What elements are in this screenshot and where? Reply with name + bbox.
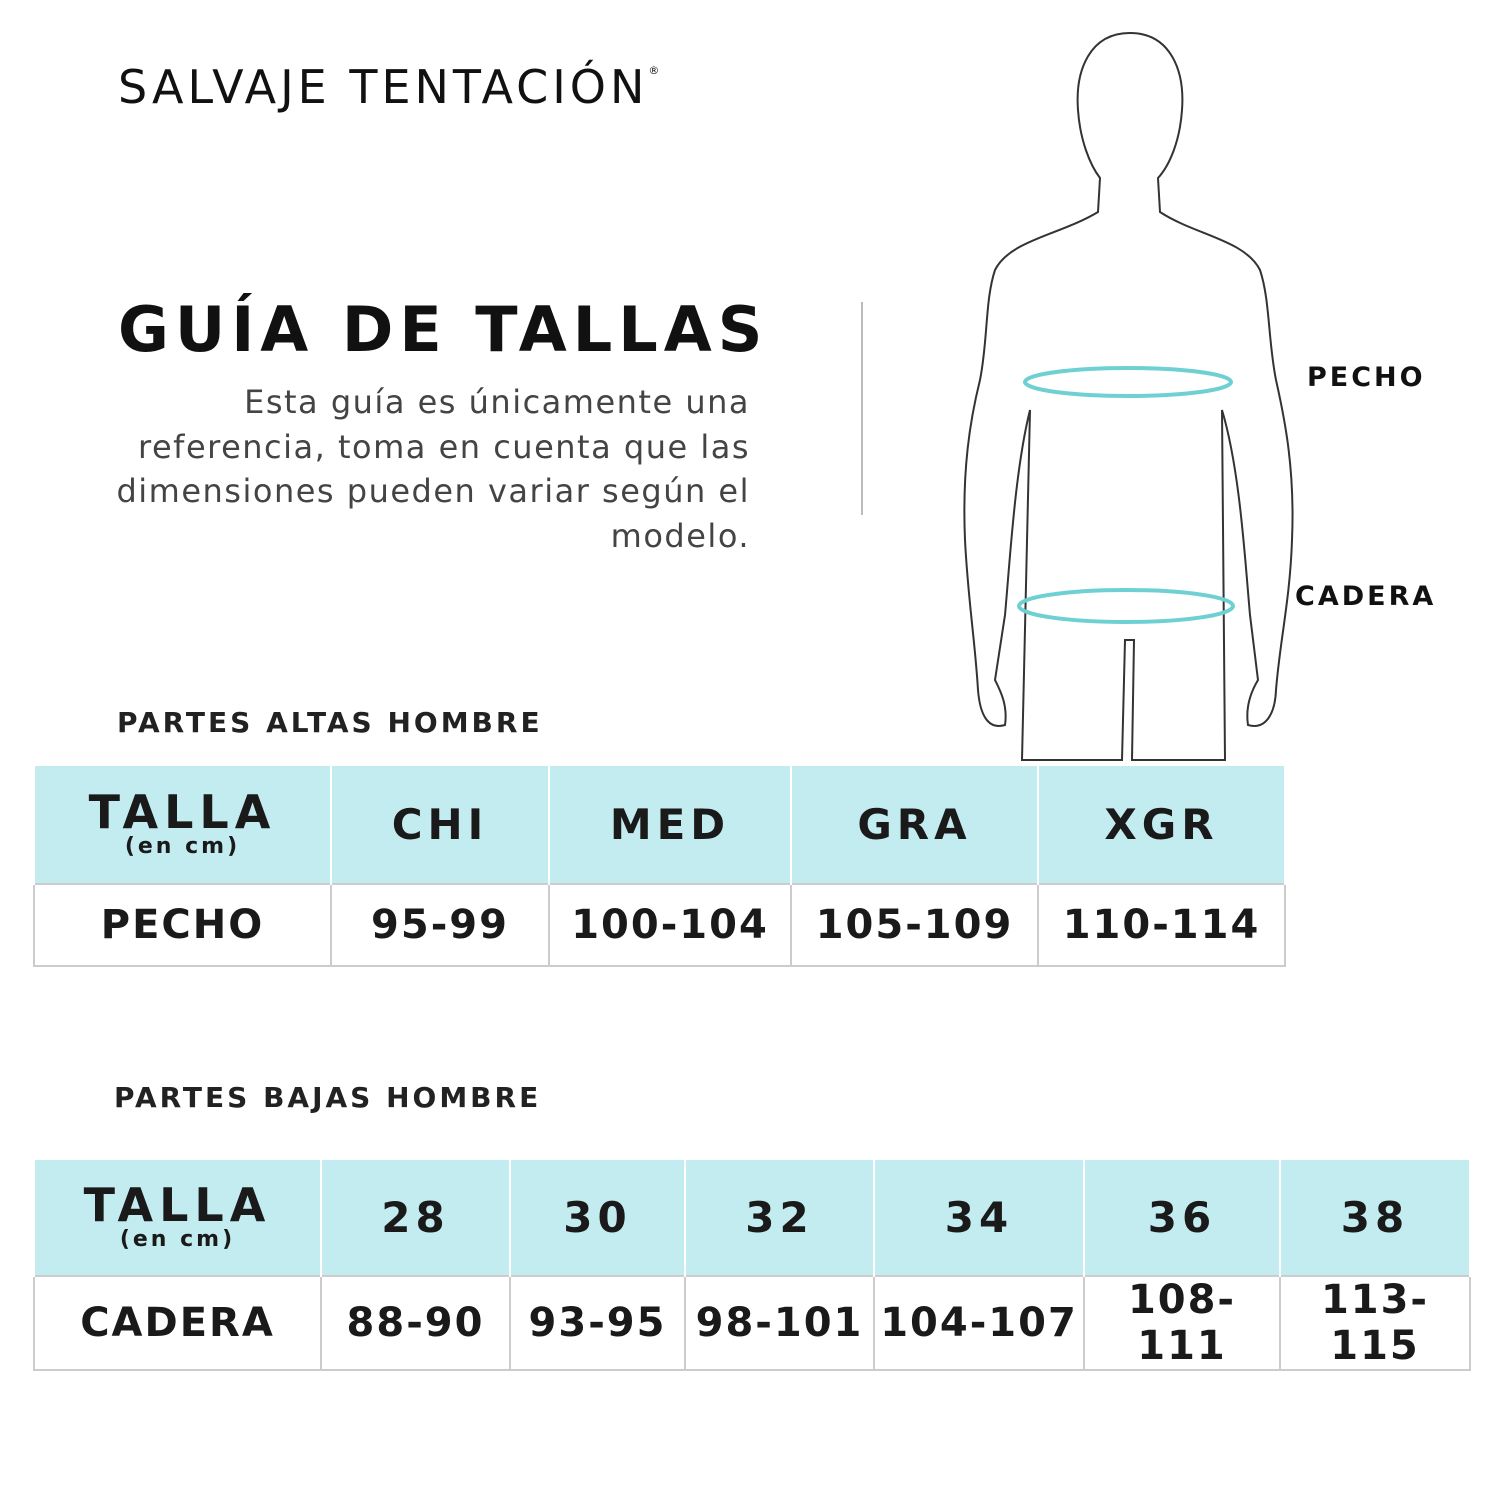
size-header: XGR	[1037, 766, 1286, 884]
table-header-row: TALLA (en cm) CHI MED GRA XGR	[33, 766, 1286, 884]
talla-header: TALLA (en cm)	[33, 766, 332, 884]
size-header: 30	[509, 1160, 686, 1276]
table-cell: 110-114	[1037, 883, 1286, 967]
table-cell: 113-115	[1279, 1275, 1471, 1371]
table-cell: 95-99	[330, 883, 550, 967]
chest-measure-line	[1023, 366, 1233, 398]
talla-header: TALLA (en cm)	[33, 1160, 322, 1276]
talla-label: TALLA	[88, 785, 277, 839]
table-cell: 100-104	[548, 883, 792, 967]
table-cell: 88-90	[320, 1275, 511, 1371]
table-header-row: TALLA (en cm) 28 30 32 34 36 38	[33, 1160, 1471, 1276]
hip-label: CADERA	[1295, 581, 1437, 612]
tops-size-table: TALLA (en cm) CHI MED GRA XGR PECHO 95-99…	[33, 766, 1286, 967]
hip-measure-line	[1017, 588, 1235, 624]
description: Esta guía es únicamente una referencia, …	[116, 383, 750, 555]
table-cell: 108-111	[1083, 1275, 1281, 1371]
row-label: PECHO	[33, 883, 332, 967]
size-header: MED	[548, 766, 792, 884]
table-cell: 104-107	[873, 1275, 1085, 1371]
registered-mark: ®	[648, 64, 660, 77]
divider	[861, 302, 863, 515]
table-cell: 98-101	[684, 1275, 875, 1371]
size-header: 28	[320, 1160, 511, 1276]
page-title: GUÍA DE TALLAS	[118, 293, 769, 366]
tops-section-title: PARTES ALTAS HOMBRE	[117, 706, 543, 739]
row-label: CADERA	[33, 1275, 322, 1371]
size-header: 32	[684, 1160, 875, 1276]
table-row: PECHO 95-99 100-104 105-109 110-114	[33, 883, 1286, 967]
brand-name: SALVAJE TENTACIÓN	[118, 60, 649, 114]
size-header: CHI	[330, 766, 550, 884]
size-header: 36	[1083, 1160, 1281, 1276]
brand-logo: SALVAJE TENTACIÓN®	[118, 60, 659, 114]
bottoms-section-title: PARTES BAJAS HOMBRE	[114, 1081, 542, 1114]
chest-label: PECHO	[1307, 362, 1426, 393]
bottoms-size-table: TALLA (en cm) 28 30 32 34 36 38 CADERA 88…	[33, 1160, 1471, 1371]
unit-label: (en cm)	[119, 1227, 236, 1252]
size-header: 34	[873, 1160, 1085, 1276]
table-cell: 93-95	[509, 1275, 686, 1371]
size-header: GRA	[790, 766, 1039, 884]
size-header: 38	[1279, 1160, 1471, 1276]
body-figure-icon	[963, 31, 1294, 761]
unit-label: (en cm)	[124, 834, 241, 859]
table-cell: 105-109	[790, 883, 1039, 967]
talla-label: TALLA	[83, 1178, 272, 1232]
table-row: CADERA 88-90 93-95 98-101 104-107 108-11…	[33, 1275, 1471, 1371]
